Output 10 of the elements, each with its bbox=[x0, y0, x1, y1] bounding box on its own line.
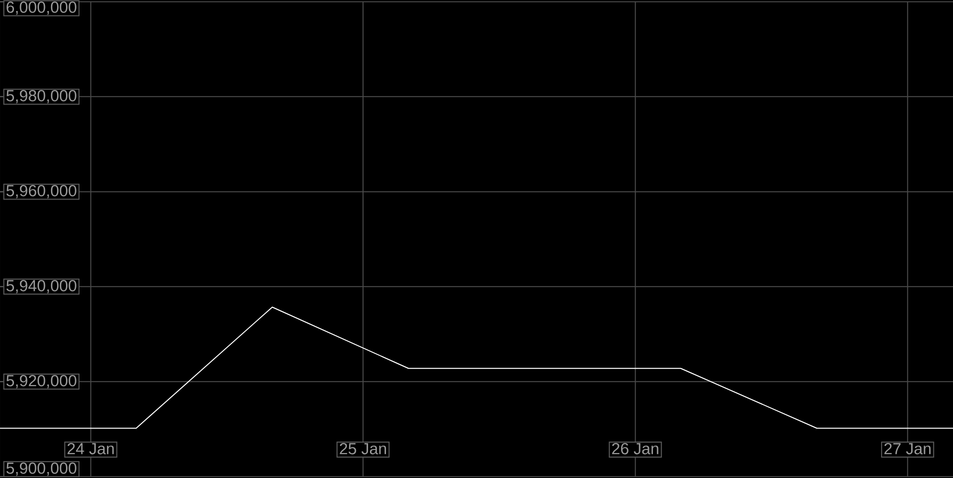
y-tick-label: 5,900,000 bbox=[6, 462, 76, 476]
y-tick-label: 5,980,000 bbox=[6, 90, 76, 104]
y-tick-label: 6,000,000 bbox=[6, 2, 76, 15]
x-tick-label: 26 Jan bbox=[612, 443, 658, 454]
x-tick-label: 24 Jan bbox=[68, 443, 114, 454]
y-tick-label: 5,940,000 bbox=[6, 280, 76, 294]
x-tick-label: 25 Jan bbox=[340, 443, 386, 454]
y-tick-label: 5,960,000 bbox=[6, 185, 76, 198]
y-tick-label: 5,920,000 bbox=[6, 375, 76, 388]
x-tick-label: 27 Jan bbox=[884, 443, 931, 454]
